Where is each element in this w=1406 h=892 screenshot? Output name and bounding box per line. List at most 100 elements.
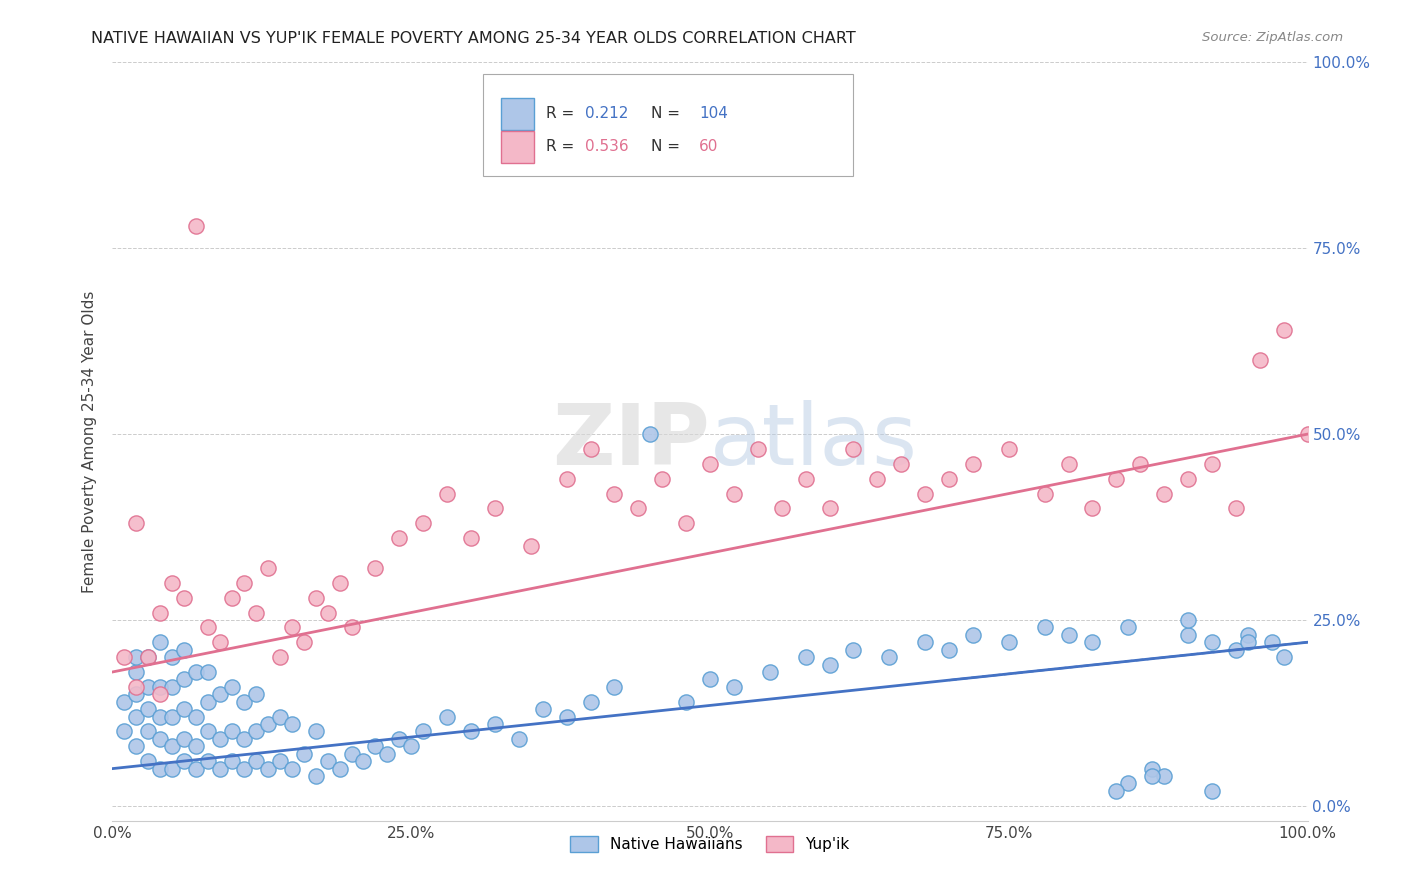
Point xyxy=(699,673,721,687)
Point xyxy=(818,657,841,672)
Point xyxy=(186,739,208,754)
Point xyxy=(1225,642,1247,657)
Point xyxy=(555,472,578,486)
Point xyxy=(770,501,793,516)
Point xyxy=(197,724,219,739)
Point xyxy=(281,717,304,731)
Point xyxy=(460,724,482,739)
Point xyxy=(257,717,280,731)
Text: 60: 60 xyxy=(699,139,718,154)
Point xyxy=(329,762,352,776)
Point xyxy=(292,635,315,649)
Point xyxy=(149,606,172,620)
Point xyxy=(114,695,135,709)
Point xyxy=(1153,486,1175,500)
Point xyxy=(890,457,912,471)
Point xyxy=(269,650,291,665)
Point xyxy=(914,486,936,500)
Point xyxy=(149,762,172,776)
Point xyxy=(245,724,267,739)
Point xyxy=(209,635,232,649)
Point xyxy=(125,665,148,679)
Point xyxy=(305,769,328,783)
Point xyxy=(173,673,195,687)
Point xyxy=(866,472,889,486)
Point xyxy=(269,709,291,723)
Point xyxy=(675,516,697,531)
Point xyxy=(173,702,195,716)
Point xyxy=(138,650,160,665)
Point xyxy=(794,472,817,486)
Point xyxy=(292,747,315,761)
Point xyxy=(173,642,195,657)
Point xyxy=(162,739,183,754)
Point xyxy=(938,472,960,486)
Point xyxy=(197,665,219,679)
Point xyxy=(460,531,482,545)
Point xyxy=(579,442,602,456)
Point xyxy=(1177,472,1199,486)
Point xyxy=(186,665,208,679)
Point xyxy=(245,606,267,620)
Text: R =: R = xyxy=(547,139,579,154)
Point xyxy=(1201,635,1223,649)
Point xyxy=(436,709,458,723)
Point xyxy=(233,762,256,776)
Point xyxy=(245,754,267,768)
Text: atlas: atlas xyxy=(710,400,918,483)
Point xyxy=(340,620,363,634)
Point xyxy=(281,762,304,776)
Point xyxy=(603,680,626,694)
Point xyxy=(842,442,865,456)
Point xyxy=(1142,769,1164,783)
Point xyxy=(1105,472,1128,486)
Point xyxy=(1118,776,1140,790)
Point xyxy=(221,591,243,605)
Point xyxy=(233,575,256,590)
Point xyxy=(221,724,243,739)
Point xyxy=(377,747,399,761)
Point xyxy=(233,695,256,709)
Point xyxy=(747,442,769,456)
Point xyxy=(162,575,183,590)
Point xyxy=(1177,613,1199,627)
Point xyxy=(173,731,195,746)
Point xyxy=(1272,323,1295,337)
Point xyxy=(162,762,183,776)
Text: Source: ZipAtlas.com: Source: ZipAtlas.com xyxy=(1202,31,1343,45)
Point xyxy=(125,687,148,701)
Point xyxy=(531,702,554,716)
Point xyxy=(197,620,219,634)
Point xyxy=(1129,457,1152,471)
Point xyxy=(209,731,232,746)
Point xyxy=(125,709,148,723)
Point xyxy=(1153,769,1175,783)
Point xyxy=(173,591,195,605)
Point xyxy=(221,754,243,768)
Point xyxy=(699,457,721,471)
Point xyxy=(221,680,243,694)
Point xyxy=(1177,628,1199,642)
Point xyxy=(842,642,865,657)
Point xyxy=(879,650,901,665)
Text: 0.212: 0.212 xyxy=(585,106,628,121)
Point xyxy=(1249,352,1271,367)
Point xyxy=(245,687,267,701)
Text: ZIP: ZIP xyxy=(553,400,710,483)
Point xyxy=(412,516,434,531)
Point xyxy=(1296,427,1319,442)
Point xyxy=(1201,457,1223,471)
Legend: Native Hawaiians, Yup'ik: Native Hawaiians, Yup'ik xyxy=(564,830,856,858)
Point xyxy=(675,695,697,709)
Point xyxy=(1261,635,1284,649)
Point xyxy=(352,754,374,768)
Point xyxy=(340,747,363,761)
Point xyxy=(186,762,208,776)
Point xyxy=(209,762,232,776)
Point xyxy=(759,665,782,679)
Point xyxy=(640,427,662,442)
Point xyxy=(329,575,352,590)
Point xyxy=(281,620,304,634)
Point xyxy=(138,680,160,694)
Point xyxy=(723,486,745,500)
